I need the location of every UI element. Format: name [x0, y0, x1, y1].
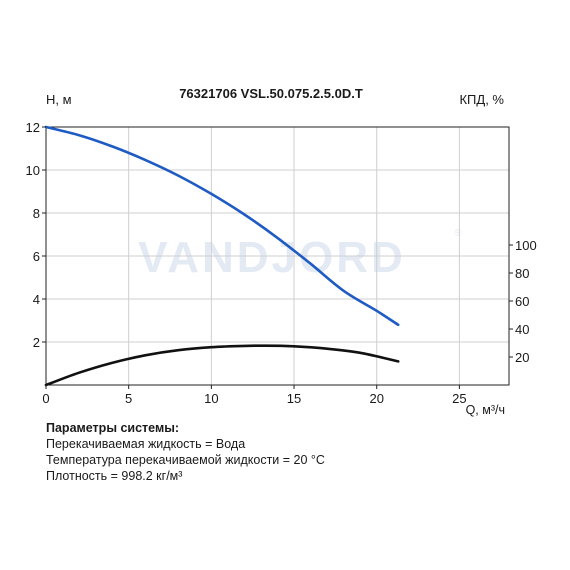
system-parameters: Параметры системы: Перекачиваемая жидкос…: [46, 420, 325, 484]
head-curve-line: [44, 125, 400, 327]
x-tick-label: 25: [452, 391, 466, 406]
watermark-text: VANDJORD: [138, 233, 406, 282]
param-line: Перекачиваемая жидкость = Вода: [46, 437, 246, 451]
param-line: Температура перекачиваемой жидкости = 20…: [46, 453, 325, 467]
y-axis-label: H, м: [46, 92, 72, 107]
second-curve-line: [44, 344, 400, 387]
y-tick-label: 4: [33, 292, 40, 307]
y-tick-label: 2: [33, 335, 40, 350]
y-tick-label: 10: [26, 163, 40, 178]
y2-tick-label: 100: [515, 238, 537, 253]
params-heading: Параметры системы:: [46, 421, 180, 435]
y2-axis-label: КПД, %: [459, 92, 504, 107]
x-axis-label: Q, м³/ч: [466, 403, 505, 417]
grid: [46, 127, 509, 385]
y-tick-label: 12: [26, 120, 40, 135]
x-tick-label: 20: [369, 391, 383, 406]
y-tick-label: 8: [33, 206, 40, 221]
x-tick-label: 0: [42, 391, 49, 406]
x-tick-label: 15: [287, 391, 301, 406]
x-tick-label: 5: [125, 391, 132, 406]
series-layer: [44, 125, 400, 387]
tick-labels: 0 5 10 15 20 25 2 4 6 8 10 12 20 40 60 80 100: [26, 120, 537, 406]
y2-tick-label: 80: [515, 266, 529, 281]
param-line: Плотность = 998.2 кг/м³: [46, 469, 183, 483]
chart-title: 76321706 VSL.50.075.2.5.0D.T: [179, 86, 363, 101]
watermark-layer: VANDJORD ®: [138, 228, 462, 282]
watermark-registered: ®: [454, 228, 462, 239]
y-tick-label: 6: [33, 249, 40, 264]
pump-curve-chart: VANDJORD ® 0 5 10 15 20 252468101220406080100 …: [26, 86, 537, 417]
x-tick-label: 10: [204, 391, 218, 406]
y2-tick-label: 40: [515, 322, 529, 337]
y2-tick-label: 20: [515, 350, 529, 365]
y2-tick-label: 60: [515, 294, 529, 309]
